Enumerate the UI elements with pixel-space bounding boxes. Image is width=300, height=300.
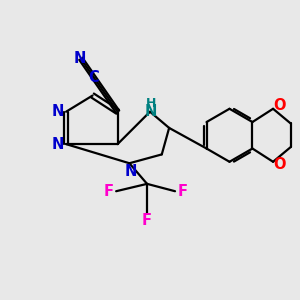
Text: F: F — [142, 213, 152, 228]
Text: N: N — [144, 103, 157, 118]
Text: N: N — [124, 164, 137, 179]
Text: O: O — [273, 98, 286, 113]
Text: N: N — [74, 51, 86, 66]
Text: H: H — [146, 97, 156, 110]
Text: F: F — [104, 184, 114, 199]
Text: F: F — [177, 184, 188, 199]
Text: N: N — [52, 104, 64, 119]
Text: N: N — [52, 136, 64, 152]
Text: C: C — [88, 70, 98, 86]
Text: O: O — [273, 157, 286, 172]
